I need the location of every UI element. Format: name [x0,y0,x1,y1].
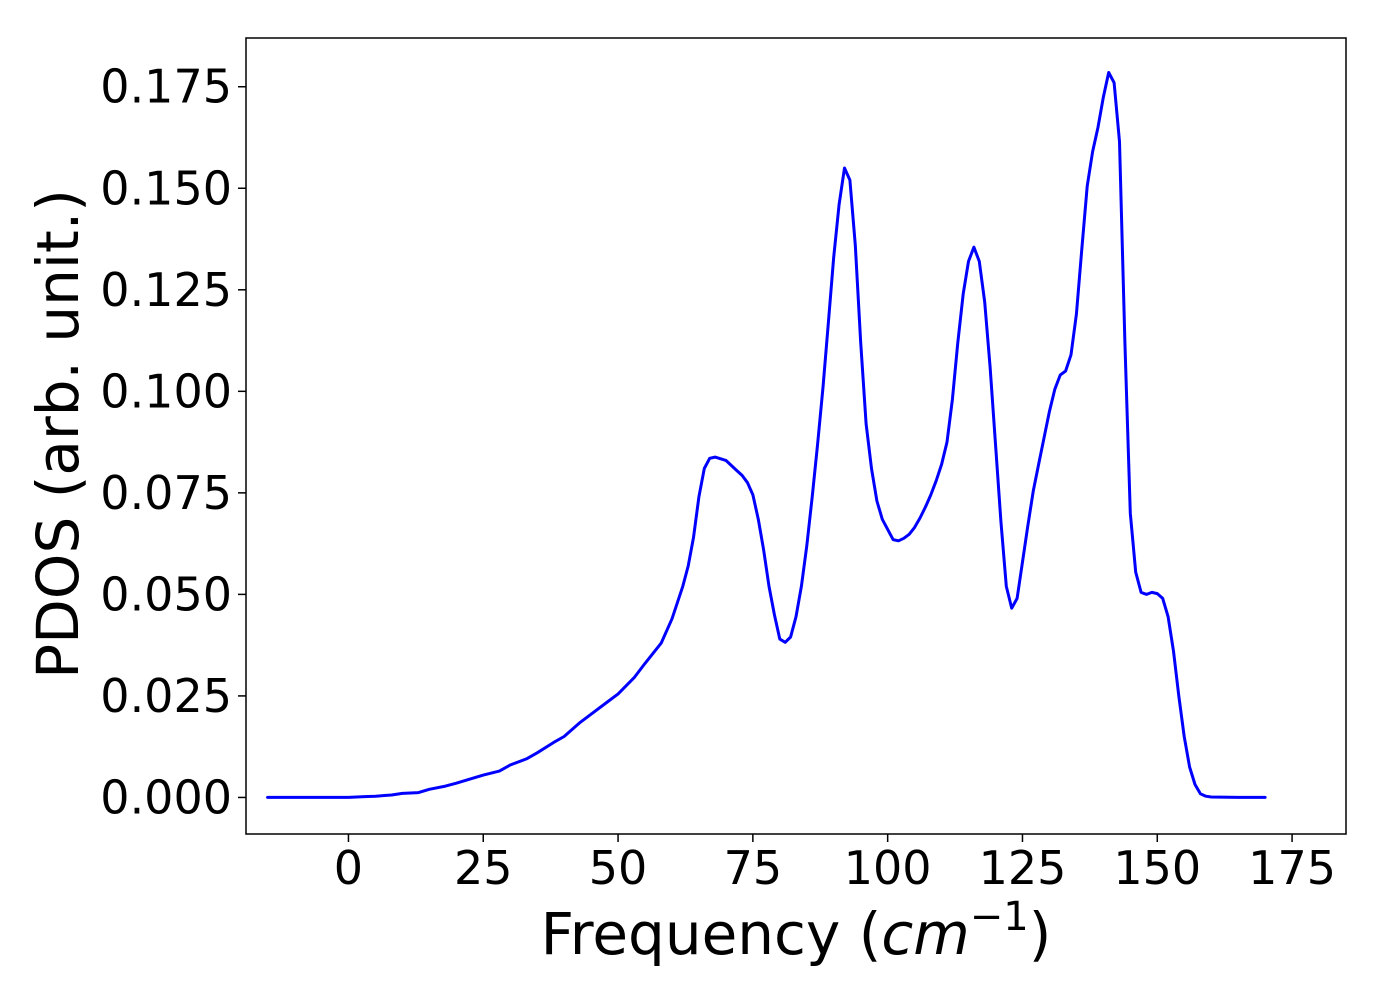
x-tick-label: 125 [979,841,1067,895]
x-axis-title: Frequency (cm−1) [541,894,1052,968]
x-axis-title-text: Frequency [541,900,841,968]
x-axis: 0 25 50 75 100 125 150 175 [334,834,1336,895]
x-tick-label: 175 [1248,841,1336,895]
x-axis-title-open-paren: ( [840,900,881,968]
y-tick-label: 0.075 [100,466,232,520]
y-tick-label: 0.100 [100,364,232,418]
y-axis: 0.000 0.025 0.050 0.075 0.100 0.125 0.150 0.175 [100,60,246,824]
x-axis-title-unit: cm [881,900,969,968]
x-axis-title-exponent: −1 [970,894,1029,940]
y-tick-label: 0.175 [100,60,232,114]
x-tick-label: 50 [589,841,648,895]
plot-area [266,71,1267,799]
series-line [266,71,1267,799]
y-tick-label: 0.025 [100,669,232,723]
x-tick-label: 100 [844,841,932,895]
x-tick-label: 150 [1113,841,1201,895]
y-axis-title: PDOS (arb. unit.) [24,189,92,679]
x-axis-title-close-paren: ) [1029,900,1052,968]
y-tick-label: 0.000 [100,770,232,824]
y-tick-label: 0.125 [100,263,232,317]
y-tick-label: 0.050 [100,567,232,621]
x-tick-label: 75 [724,841,783,895]
x-tick-label: 25 [454,841,513,895]
y-tick-label: 0.150 [100,161,232,215]
plot-frame [245,37,1347,835]
x-tick-label: 0 [334,841,363,895]
